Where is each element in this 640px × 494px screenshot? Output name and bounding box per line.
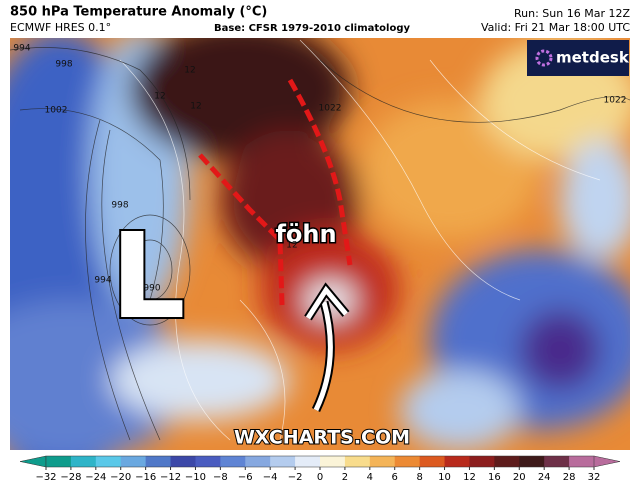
colorbar-segment — [544, 456, 570, 467]
colorbar-segment — [220, 456, 246, 467]
colorbar-end — [19, 455, 47, 468]
colorbar-segment — [170, 456, 196, 467]
colorbar-label: −2 — [288, 472, 303, 483]
model: ECMWF HRES 0.1° — [10, 21, 111, 34]
logo: metdesk — [556, 49, 630, 67]
colorbar-segment — [46, 456, 72, 467]
valid: Valid: Fri 21 Mar 18:00 UTC — [481, 21, 630, 34]
colorbar-segment — [145, 456, 172, 467]
colorbar-segment — [195, 456, 221, 467]
colorbar-label: −8 — [213, 472, 228, 483]
logo-box — [527, 40, 629, 76]
colorbar: −32 −28 −24 −20 −16 −12 −10 −8 −6 −4 −2 0 2 4 6 8 10 12 16… — [19, 455, 621, 483]
colorbar-segment — [469, 456, 495, 467]
colorbar-label: −12 — [160, 472, 181, 483]
colorbar-label: −16 — [135, 472, 156, 483]
isobar-label: 1002 — [45, 106, 68, 116]
map: L föhn WXCHARTS.COM 994 998 1002 998 994 990 1… — [10, 38, 630, 450]
colorbar-label: 6 — [392, 472, 398, 483]
base: Base: CFSR 1979-2010 climatology — [214, 23, 410, 34]
colorbar-label: 2 — [342, 472, 348, 483]
colorbar-segment — [344, 456, 371, 467]
isobar-label: 990 — [143, 284, 160, 294]
colorbar-label: 28 — [563, 472, 576, 483]
colorbar-segment — [394, 456, 421, 467]
colorbar-segment — [245, 456, 271, 467]
isobar-label: 1022 — [604, 96, 627, 106]
isobar-label: 12 — [154, 92, 165, 102]
isobar-label: 12 — [190, 102, 201, 112]
title: 850 hPa Temperature Anomaly (°C) — [10, 5, 267, 20]
colorbar-segment — [270, 456, 296, 467]
colorbar-segment — [70, 456, 97, 467]
logo-icon — [535, 49, 553, 67]
watermark: WXCHARTS.COM — [234, 427, 410, 449]
colorbar-label: −24 — [85, 472, 106, 483]
colorbar-label: 24 — [538, 472, 551, 483]
colorbar-label: 10 — [438, 472, 451, 483]
colorbar-label: 8 — [416, 472, 422, 483]
colorbar-end — [593, 455, 621, 468]
isobar-labels: 994 998 1002 998 994 990 12 12 12 1022 1022 12 — [13, 44, 626, 294]
colorbar-segment — [494, 456, 520, 467]
foehn-label: föhn — [275, 220, 336, 248]
colorbar-segment — [120, 456, 147, 467]
colorbar-label: 20 — [513, 472, 526, 483]
colorbar-label: 16 — [488, 472, 501, 483]
isobar-label: 994 — [13, 44, 30, 54]
colorbar-label: −20 — [110, 472, 131, 483]
colorbar-label: −28 — [60, 472, 81, 483]
isobar-label: 998 — [55, 60, 72, 70]
isobar-label: 1022 — [319, 104, 342, 114]
isobar-label: 998 — [111, 201, 128, 211]
colorbar-label: −4 — [263, 472, 278, 483]
colorbar-label: −32 — [35, 472, 56, 483]
colorbar-segment — [419, 456, 446, 467]
colorbar-label: −6 — [238, 472, 253, 483]
run: Run: Sun 16 Mar 12Z — [514, 7, 630, 20]
low-label: L — [110, 207, 185, 345]
isobar-label: 994 — [94, 276, 111, 286]
colorbar-segment — [519, 456, 545, 467]
colorbar-segment — [369, 456, 396, 467]
isobar-label: 12 — [184, 66, 195, 76]
colorbar-segment — [569, 456, 595, 467]
colorbar-label: 32 — [588, 472, 601, 483]
colorbar-label: 12 — [463, 472, 476, 483]
isobar-label: 12 — [286, 241, 297, 251]
colorbar-label: −10 — [185, 472, 206, 483]
colorbar-label: 4 — [367, 472, 373, 483]
colorbar-segment — [295, 456, 321, 467]
colorbar-segment — [444, 456, 470, 467]
colorbar-segment — [95, 456, 122, 467]
colorbar-segment — [320, 456, 346, 467]
colorbar-label: 0 — [317, 472, 323, 483]
